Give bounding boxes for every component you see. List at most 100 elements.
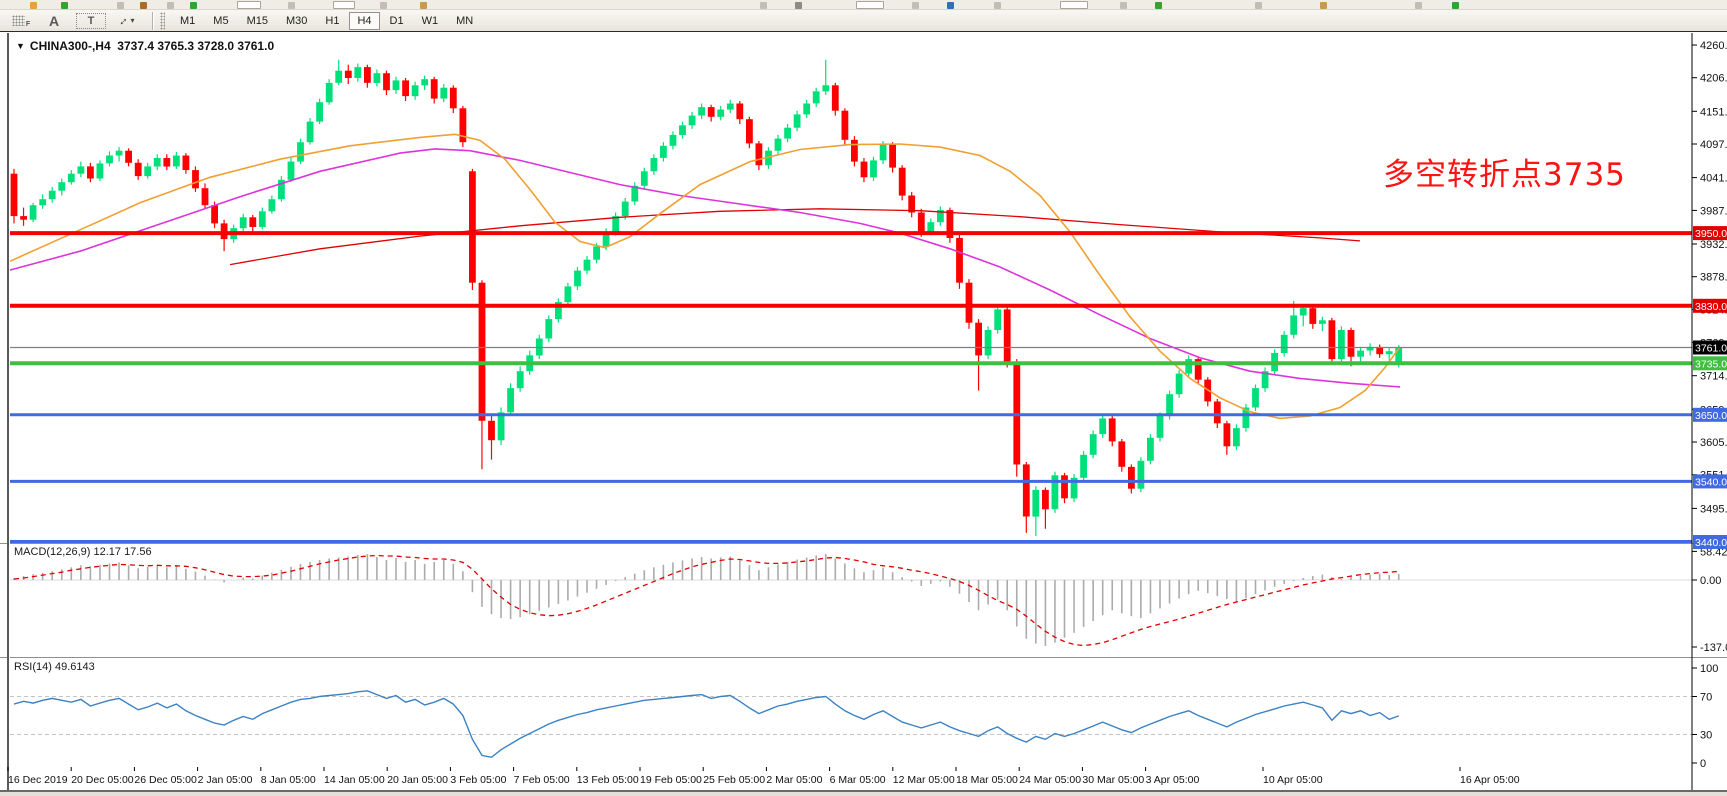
indicator-axes: 58.42 0.00 -137.09 100 70 30 0 — [1692, 546, 1727, 770]
svg-text:3650.0: 3650.0 — [1695, 410, 1727, 422]
svg-text:3761.0: 3761.0 — [1695, 343, 1727, 355]
svg-text:3735.0: 3735.0 — [1695, 358, 1727, 370]
f-subscript: F — [25, 20, 31, 28]
candlesticks — [10, 59, 1403, 536]
svg-text:13 Feb 05:00: 13 Feb 05:00 — [577, 774, 639, 786]
rsi-pane — [10, 690, 1692, 759]
toolbar-separator — [152, 11, 154, 30]
chart-annotation-text[interactable]: 多空转折点3735 — [1383, 157, 1626, 193]
svg-text:4041.5: 4041.5 — [1700, 173, 1727, 185]
svg-text:3932.0: 3932.0 — [1700, 239, 1727, 251]
svg-text:24 Mar 05:00: 24 Mar 05:00 — [1019, 774, 1081, 786]
main-toolbar: F A T ↕ ▾ M1 M5 M15 M30 H1 H4 D1 W1 MN — [0, 10, 1727, 32]
svg-text:3540.0: 3540.0 — [1695, 476, 1727, 488]
clipped-icon — [1060, 1, 1088, 9]
svg-text:26 Dec 05:00: 26 Dec 05:00 — [134, 774, 197, 786]
macd-pane — [10, 554, 1692, 647]
macd-indicator-label: MACD(12,26,9) 12.17 17.56 — [14, 546, 152, 558]
svg-text:3714.5: 3714.5 — [1700, 371, 1727, 383]
clipped-icon — [420, 2, 427, 9]
svg-text:6 Mar 05:00: 6 Mar 05:00 — [830, 774, 886, 786]
svg-text:16 Dec 2019: 16 Dec 2019 — [8, 774, 68, 786]
svg-text:16 Apr 05:00: 16 Apr 05:00 — [1460, 774, 1520, 786]
clipped-icon — [333, 1, 355, 9]
clipped-icon — [994, 2, 1001, 9]
price-chart-canvas[interactable]: 4260.5 4206.5 4151.0 4097.0 4041.5 3987.5 3932… — [0, 33, 1727, 796]
clipped-toolbar-row — [0, 0, 1727, 10]
timeframe-h1-button[interactable]: H1 — [325, 14, 340, 27]
price-axis-badges: 3950.0 3830.0 3761.0 3735.0 3650.0 3540.0 3440… — [1693, 226, 1727, 549]
svg-text:20 Jan 05:00: 20 Jan 05:00 — [387, 774, 448, 786]
svg-text:3 Apr 05:00: 3 Apr 05:00 — [1146, 774, 1200, 786]
clipped-icon — [856, 1, 884, 9]
clipped-icon — [947, 2, 954, 9]
svg-text:3495.5: 3495.5 — [1700, 503, 1727, 515]
svg-text:3605.0: 3605.0 — [1700, 437, 1727, 449]
svg-text:7 Feb 05:00: 7 Feb 05:00 — [514, 774, 570, 786]
chart-window: 4260.5 4206.5 4151.0 4097.0 4041.5 3987.5 3932… — [0, 33, 1727, 796]
svg-text:12 Mar 05:00: 12 Mar 05:00 — [893, 774, 955, 786]
svg-text:3440.0: 3440.0 — [1695, 537, 1727, 549]
svg-text:100: 100 — [1700, 663, 1718, 675]
svg-text:18 Mar 05:00: 18 Mar 05:00 — [956, 774, 1018, 786]
svg-text:3987.5: 3987.5 — [1700, 205, 1727, 217]
symbol-ohlc-values: 3737.4 3765.3 3728.0 3761.0 — [117, 39, 275, 53]
dot-grid-icon — [11, 15, 25, 26]
svg-text:-137.09: -137.09 — [1700, 642, 1727, 654]
svg-text:8 Jan 05:00: 8 Jan 05:00 — [261, 774, 316, 786]
horizontal-level-lines — [10, 231, 1692, 544]
timeframe-mn-button[interactable]: MN — [456, 14, 474, 27]
svg-text:2 Mar 05:00: 2 Mar 05:00 — [766, 774, 822, 786]
svg-text:3 Feb 05:00: 3 Feb 05:00 — [450, 774, 506, 786]
clipped-icon — [795, 2, 802, 9]
timeframe-m1-button[interactable]: M1 — [180, 14, 196, 27]
timeframe-m30-button[interactable]: M30 — [285, 14, 308, 27]
svg-text:4097.0: 4097.0 — [1700, 139, 1727, 151]
svg-text:3878.0: 3878.0 — [1700, 272, 1727, 284]
svg-text:58.42: 58.42 — [1700, 546, 1727, 558]
svg-text:3830.0: 3830.0 — [1695, 301, 1727, 313]
arrows-objects-tool[interactable]: ↕ ▾ — [117, 12, 139, 30]
svg-text:19 Feb 05:00: 19 Feb 05:00 — [640, 774, 702, 786]
svg-text:30 Mar 05:00: 30 Mar 05:00 — [1082, 774, 1144, 786]
clipped-icon — [117, 2, 124, 9]
clipped-icon — [1415, 2, 1422, 9]
symbol-dropdown-icon[interactable]: ▼ — [16, 41, 25, 51]
text-label-tool[interactable]: A — [48, 12, 60, 29]
timeframe-m15-button[interactable]: M15 — [246, 14, 268, 27]
svg-text:2 Jan 05:00: 2 Jan 05:00 — [198, 774, 253, 786]
clipped-icon — [1155, 2, 1162, 9]
clipped-icon — [30, 2, 37, 9]
timeframe-h4-button[interactable]: H4 — [349, 11, 380, 30]
clipped-icon — [1255, 2, 1262, 9]
clipped-icon — [1320, 2, 1327, 9]
svg-text:4151.0: 4151.0 — [1700, 106, 1727, 118]
svg-text:3950.0: 3950.0 — [1695, 228, 1727, 240]
clipped-icon — [190, 2, 197, 9]
clipped-icon — [167, 2, 174, 9]
svg-text:0: 0 — [1700, 758, 1706, 770]
clipped-icon — [288, 2, 295, 9]
text-box-tool[interactable]: T — [76, 12, 106, 29]
clipped-icon — [1120, 2, 1127, 9]
clipped-icon — [237, 1, 261, 9]
crosshair-grid-tool[interactable]: F — [10, 12, 32, 30]
toolbar-drag-handle[interactable] — [160, 11, 165, 30]
symbol-ohlc-title[interactable]: ▼ CHINA300-,H4 3737.4 3765.3 3728.0 3761.… — [16, 39, 274, 53]
svg-text:20 Dec 05:00: 20 Dec 05:00 — [71, 774, 134, 786]
svg-text:10 Apr 05:00: 10 Apr 05:00 — [1263, 774, 1323, 786]
svg-text:25 Feb 05:00: 25 Feb 05:00 — [703, 774, 765, 786]
rsi-indicator-label: RSI(14) 49.6143 — [14, 661, 95, 673]
svg-text:4260.5: 4260.5 — [1700, 40, 1727, 52]
diagonal-arrows-icon: ↕ — [117, 13, 132, 28]
clipped-icon — [140, 2, 147, 9]
clipped-icon — [912, 2, 919, 9]
timeframe-m5-button[interactable]: M5 — [213, 14, 229, 27]
svg-text:4206.5: 4206.5 — [1700, 73, 1727, 85]
clipped-icon — [760, 2, 767, 9]
timeframe-d1-button[interactable]: D1 — [389, 14, 404, 27]
svg-text:30: 30 — [1700, 730, 1712, 742]
timeframe-w1-button[interactable]: W1 — [421, 14, 439, 27]
svg-text:14 Jan 05:00: 14 Jan 05:00 — [324, 774, 385, 786]
